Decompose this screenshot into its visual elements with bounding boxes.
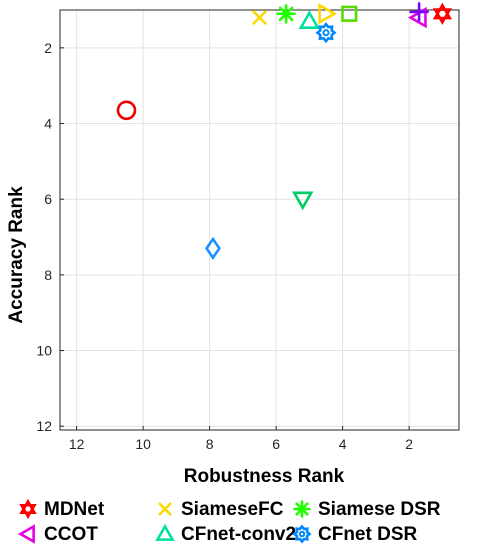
y-tick-label: 4 [44, 116, 52, 132]
legend-label-ccot: CCOT [44, 524, 98, 545]
x-axis-ticks: 12 10 8 6 4 2 [69, 426, 413, 452]
data-point-circle-6 [116, 100, 137, 121]
data-point-cfnet-dsr [315, 22, 337, 44]
legend-item-mdnet: MDNet [19, 498, 105, 520]
data-point-triangle-down-7 [291, 191, 314, 211]
legend-label-mdnet: MDNet [44, 499, 105, 520]
data-point-square-10 [341, 5, 358, 22]
legend-label-cfnet-conv2: CFnet-conv2 [181, 524, 296, 545]
legend-label-siamese-dsr: Siamese DSR [318, 499, 441, 520]
legend-label-siamesefc: SiameseFC [181, 499, 284, 520]
plot-area-frame [59, 9, 460, 431]
data-point-diamond-8 [205, 236, 221, 261]
legend-marker-cfnet-dsr [292, 524, 312, 544]
legend-marker-siamese-dsr [293, 500, 311, 518]
legend-item-ccot: CCOT [17, 524, 98, 545]
x-tick-label: 8 [206, 436, 214, 452]
y-axis-ticks: 2 4 6 8 10 12 [36, 40, 64, 434]
grid-lines [60, 10, 459, 430]
x-tick-label: 12 [69, 436, 85, 452]
x-tick-label: 2 [405, 436, 413, 452]
data-point-siamese-dsr [276, 3, 296, 24]
data-point-triangle-right-9 [318, 3, 338, 25]
legend-marker-siamesefc [158, 502, 172, 516]
y-tick-label: 10 [36, 343, 52, 359]
data-point-siamesefc [252, 10, 267, 25]
legend-label-cfnet-dsr: CFnet DSR [318, 524, 418, 545]
legend-item-siamesefc: SiameseFC [158, 499, 284, 520]
x-tick-label: 6 [272, 436, 280, 452]
y-tick-label: 6 [44, 191, 52, 207]
data-point-mdnet [432, 2, 452, 25]
data-point-cfnet-conv2 [298, 10, 321, 30]
legend-marker-mdnet [19, 498, 37, 520]
y-axis-label: Accuracy Rank [6, 186, 27, 324]
legend-item-cfnet-dsr: CFnet DSR [292, 524, 418, 545]
x-axis-label: Robustness Rank [184, 466, 345, 487]
legend-item-siamese-dsr: Siamese DSR [293, 499, 441, 520]
data-point-plus-11 [409, 2, 429, 22]
legend-marker-ccot [17, 524, 35, 544]
x-tick-label: 4 [339, 436, 347, 452]
y-tick-label: 2 [44, 40, 52, 56]
y-tick-label: 12 [36, 418, 52, 434]
legend: MDNet SiameseFC Siamese DSR CCOT CFnet-conv2… [17, 498, 441, 545]
data-points [116, 2, 452, 261]
x-tick-label: 10 [135, 436, 151, 452]
y-tick-label: 8 [44, 267, 52, 283]
legend-item-cfnet-conv2: CFnet-conv2 [155, 523, 296, 545]
legend-marker-cfnet-conv2 [155, 523, 175, 541]
